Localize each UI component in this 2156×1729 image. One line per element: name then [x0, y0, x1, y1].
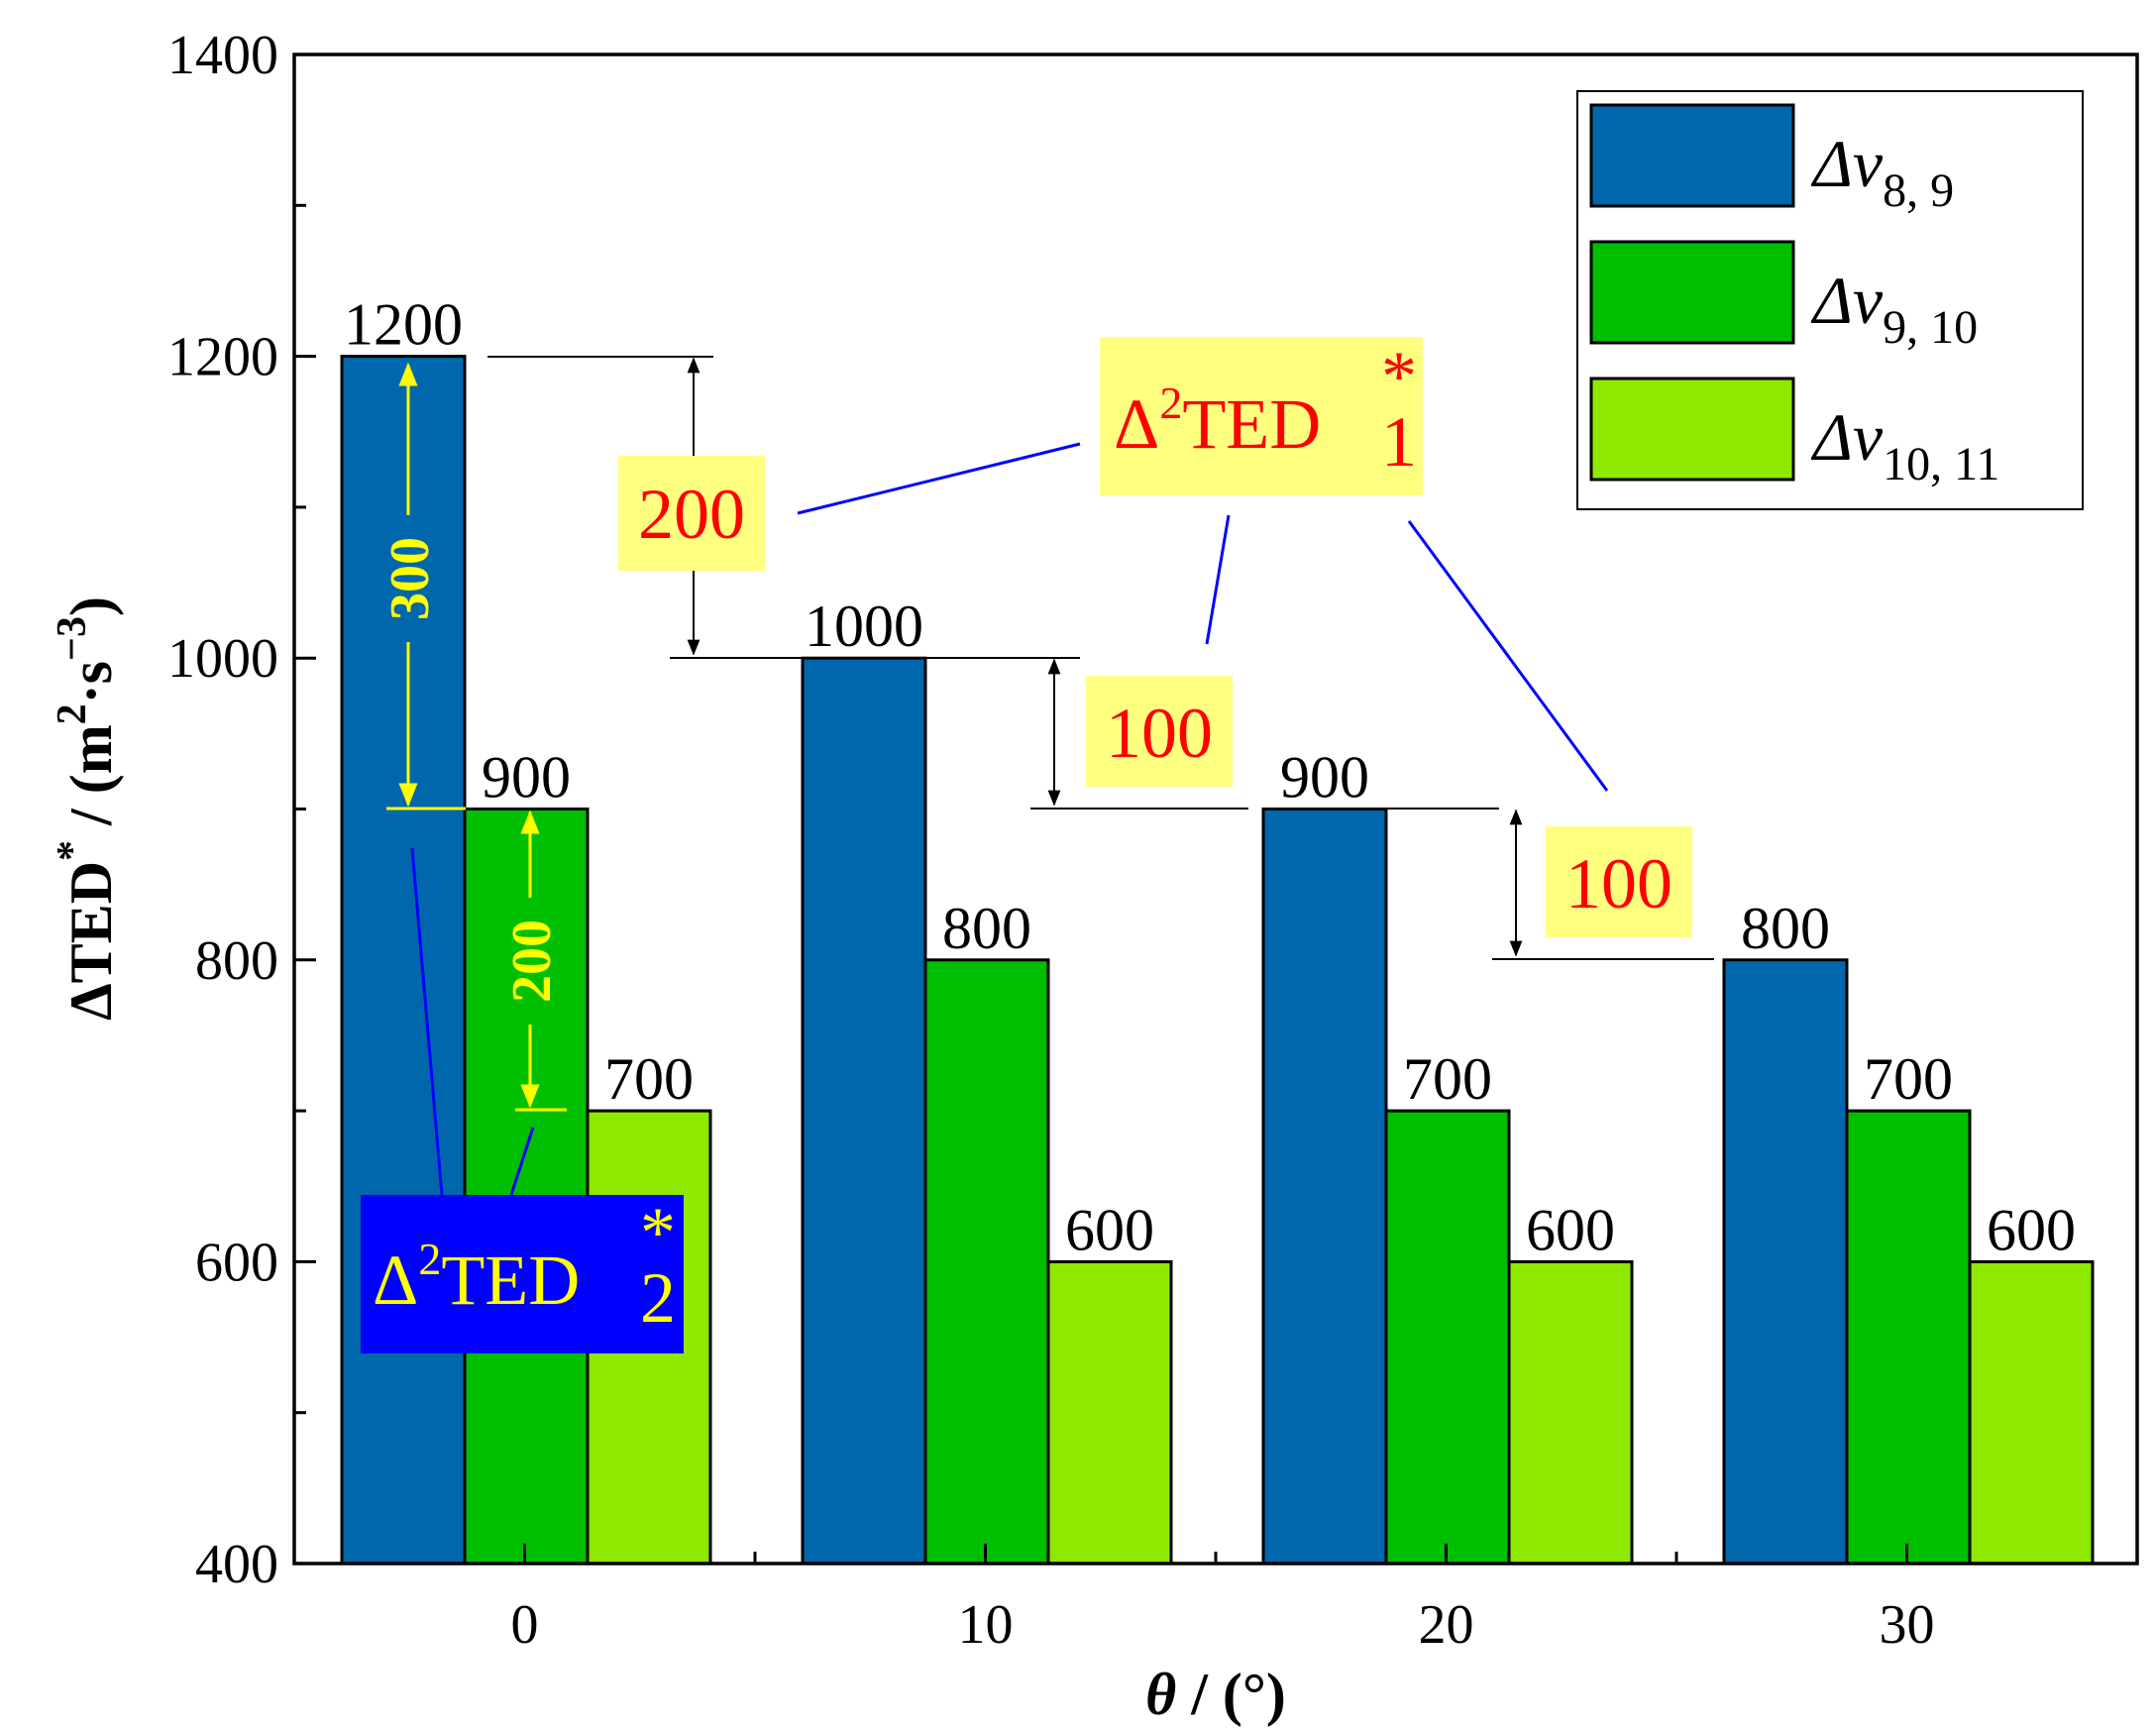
x-axis-unit: / (°) [1176, 1662, 1286, 1727]
diff-box-0-10: 200 [618, 456, 765, 571]
d2ted2-star: * [640, 1193, 676, 1272]
d2ted2-delta: Δ [373, 1241, 418, 1320]
diff-box-10-20: 100 [1086, 676, 1233, 787]
legend-item-series-2: Δv9, 10 [1589, 240, 1978, 354]
legend-item-series-3: Δv10, 11 [1589, 377, 1999, 490]
bar-label-series-3-cat-0: 700 [604, 1046, 694, 1112]
legend-swatch-series-1 [1589, 103, 1795, 208]
diff-value-0-10: 200 [638, 475, 745, 554]
d2ted1-sup: 2 [1159, 378, 1182, 428]
bar-series-2-cat-10 [923, 958, 1050, 1566]
bar-label-series-3-cat-10: 600 [1065, 1197, 1154, 1262]
x-tick-label-30: 30 [1880, 1594, 1935, 1656]
y-axis-unit-a: / (m [58, 724, 124, 840]
svg-text:Δ2TED: Δ2TED [373, 1234, 580, 1320]
bar-label-series-3-cat-20: 600 [1526, 1197, 1615, 1262]
y-tick-label-400: 400 [195, 1534, 278, 1595]
d2ted2-sub: 2 [640, 1258, 676, 1338]
annotation-d2ted2: Δ2TED * 2 [361, 1193, 684, 1353]
legend-label-series-1: Δv [1810, 126, 1884, 201]
bar-label-series-2-cat-30: 700 [1864, 1046, 1953, 1112]
legend-sub-series-2: 9, 10 [1883, 301, 1978, 354]
leader-lines-d2ted1 [797, 442, 1609, 792]
legend-item-series-1: Δv8, 9 [1589, 103, 1954, 217]
bar-series-1-cat-10 [801, 656, 927, 1566]
bars-layer [340, 355, 2095, 1566]
x-axis-title: θ / (°) [1145, 1662, 1286, 1727]
y-axis-sup2: 2 [50, 703, 95, 724]
bar-label-series-1-cat-0: 1200 [344, 292, 463, 358]
diff-value-10-20: 100 [1106, 694, 1213, 773]
diff-value-20-30: 100 [1565, 844, 1672, 923]
bar-series-1-cat-30 [1722, 958, 1849, 1566]
y-axis-title: ΔTED* / (m2·s−3) [50, 596, 124, 1021]
y-tick-label-600: 600 [195, 1232, 278, 1293]
bar-series-3-cat-20 [1507, 1259, 1634, 1566]
diff-box-20-30: 100 [1546, 826, 1692, 937]
annotation-diff-lines [487, 356, 1714, 960]
y-tick-label-1200: 1200 [167, 327, 278, 388]
bar-series-2-cat-20 [1384, 1109, 1511, 1566]
bar-series-3-cat-30 [1968, 1259, 2095, 1566]
bar-label-series-1-cat-10: 1000 [805, 594, 923, 659]
bar-label-series-2-cat-0: 900 [482, 745, 571, 810]
bar-label-series-1-cat-20: 900 [1280, 745, 1369, 810]
leader-lines-d2ted2 [410, 847, 535, 1196]
bar-label-series-3-cat-30: 600 [1987, 1197, 2076, 1262]
bar-series-1-cat-20 [1261, 808, 1388, 1566]
legend-swatch-series-2 [1589, 240, 1795, 345]
x-axis-symbol: θ [1145, 1662, 1176, 1727]
intra-diff-b: 200 [501, 919, 563, 1003]
d2ted1-star: * [1381, 337, 1417, 416]
x-tick-label-20: 20 [1419, 1594, 1474, 1656]
y-axis-star: * [50, 840, 95, 861]
legend-label-series-3: Δv [1810, 399, 1884, 475]
legend-swatch-series-3 [1589, 377, 1795, 482]
svg-text:Δv10, 11: Δv10, 11 [1810, 399, 1999, 490]
bar-label-series-2-cat-20: 700 [1403, 1046, 1492, 1112]
d2ted2-sup: 2 [418, 1234, 441, 1284]
y-axis-close: ) [58, 596, 124, 616]
d2ted2-base: TED [441, 1241, 580, 1320]
annotation-d2ted1: Δ2TED * 1 [1100, 337, 1423, 495]
svg-text:Δv9, 10: Δv9, 10 [1810, 263, 1978, 354]
legend-label-series-2: Δv [1810, 263, 1884, 338]
bar-series-3-cat-10 [1046, 1259, 1173, 1566]
d2ted1-sub: 1 [1381, 402, 1417, 482]
y-axis-main: ΔTED [58, 861, 124, 1021]
x-tick-label-0: 0 [511, 1594, 539, 1656]
legend-sub-series-3: 10, 11 [1883, 438, 1999, 490]
y-tick-label-1000: 1000 [167, 628, 278, 690]
legend-sub-series-1: 8, 9 [1883, 164, 1954, 217]
y-axis-unit-b: ·s [58, 661, 124, 703]
intra-diff-a: 300 [379, 537, 441, 620]
annotation-intra-lines [386, 362, 567, 1112]
d2ted1-base: TED [1182, 384, 1321, 464]
bar-series-2-cat-30 [1845, 1109, 1972, 1566]
bar-label-series-1-cat-30: 800 [1741, 896, 1830, 961]
bar-label-series-2-cat-10: 800 [942, 896, 1031, 961]
y-axis-supm3: −3 [50, 616, 95, 661]
legend: Δv8, 9 Δv9, 10 Δv10, 11 [1576, 90, 2084, 510]
y-tick-label-1400: 1400 [167, 25, 278, 86]
x-tick-label-10: 10 [958, 1594, 1014, 1656]
d2ted1-delta: Δ [1114, 384, 1159, 464]
svg-text:Δv8, 9: Δv8, 9 [1810, 126, 1954, 217]
y-tick-label-800: 800 [195, 930, 278, 992]
svg-text:Δ2TED: Δ2TED [1114, 378, 1321, 464]
